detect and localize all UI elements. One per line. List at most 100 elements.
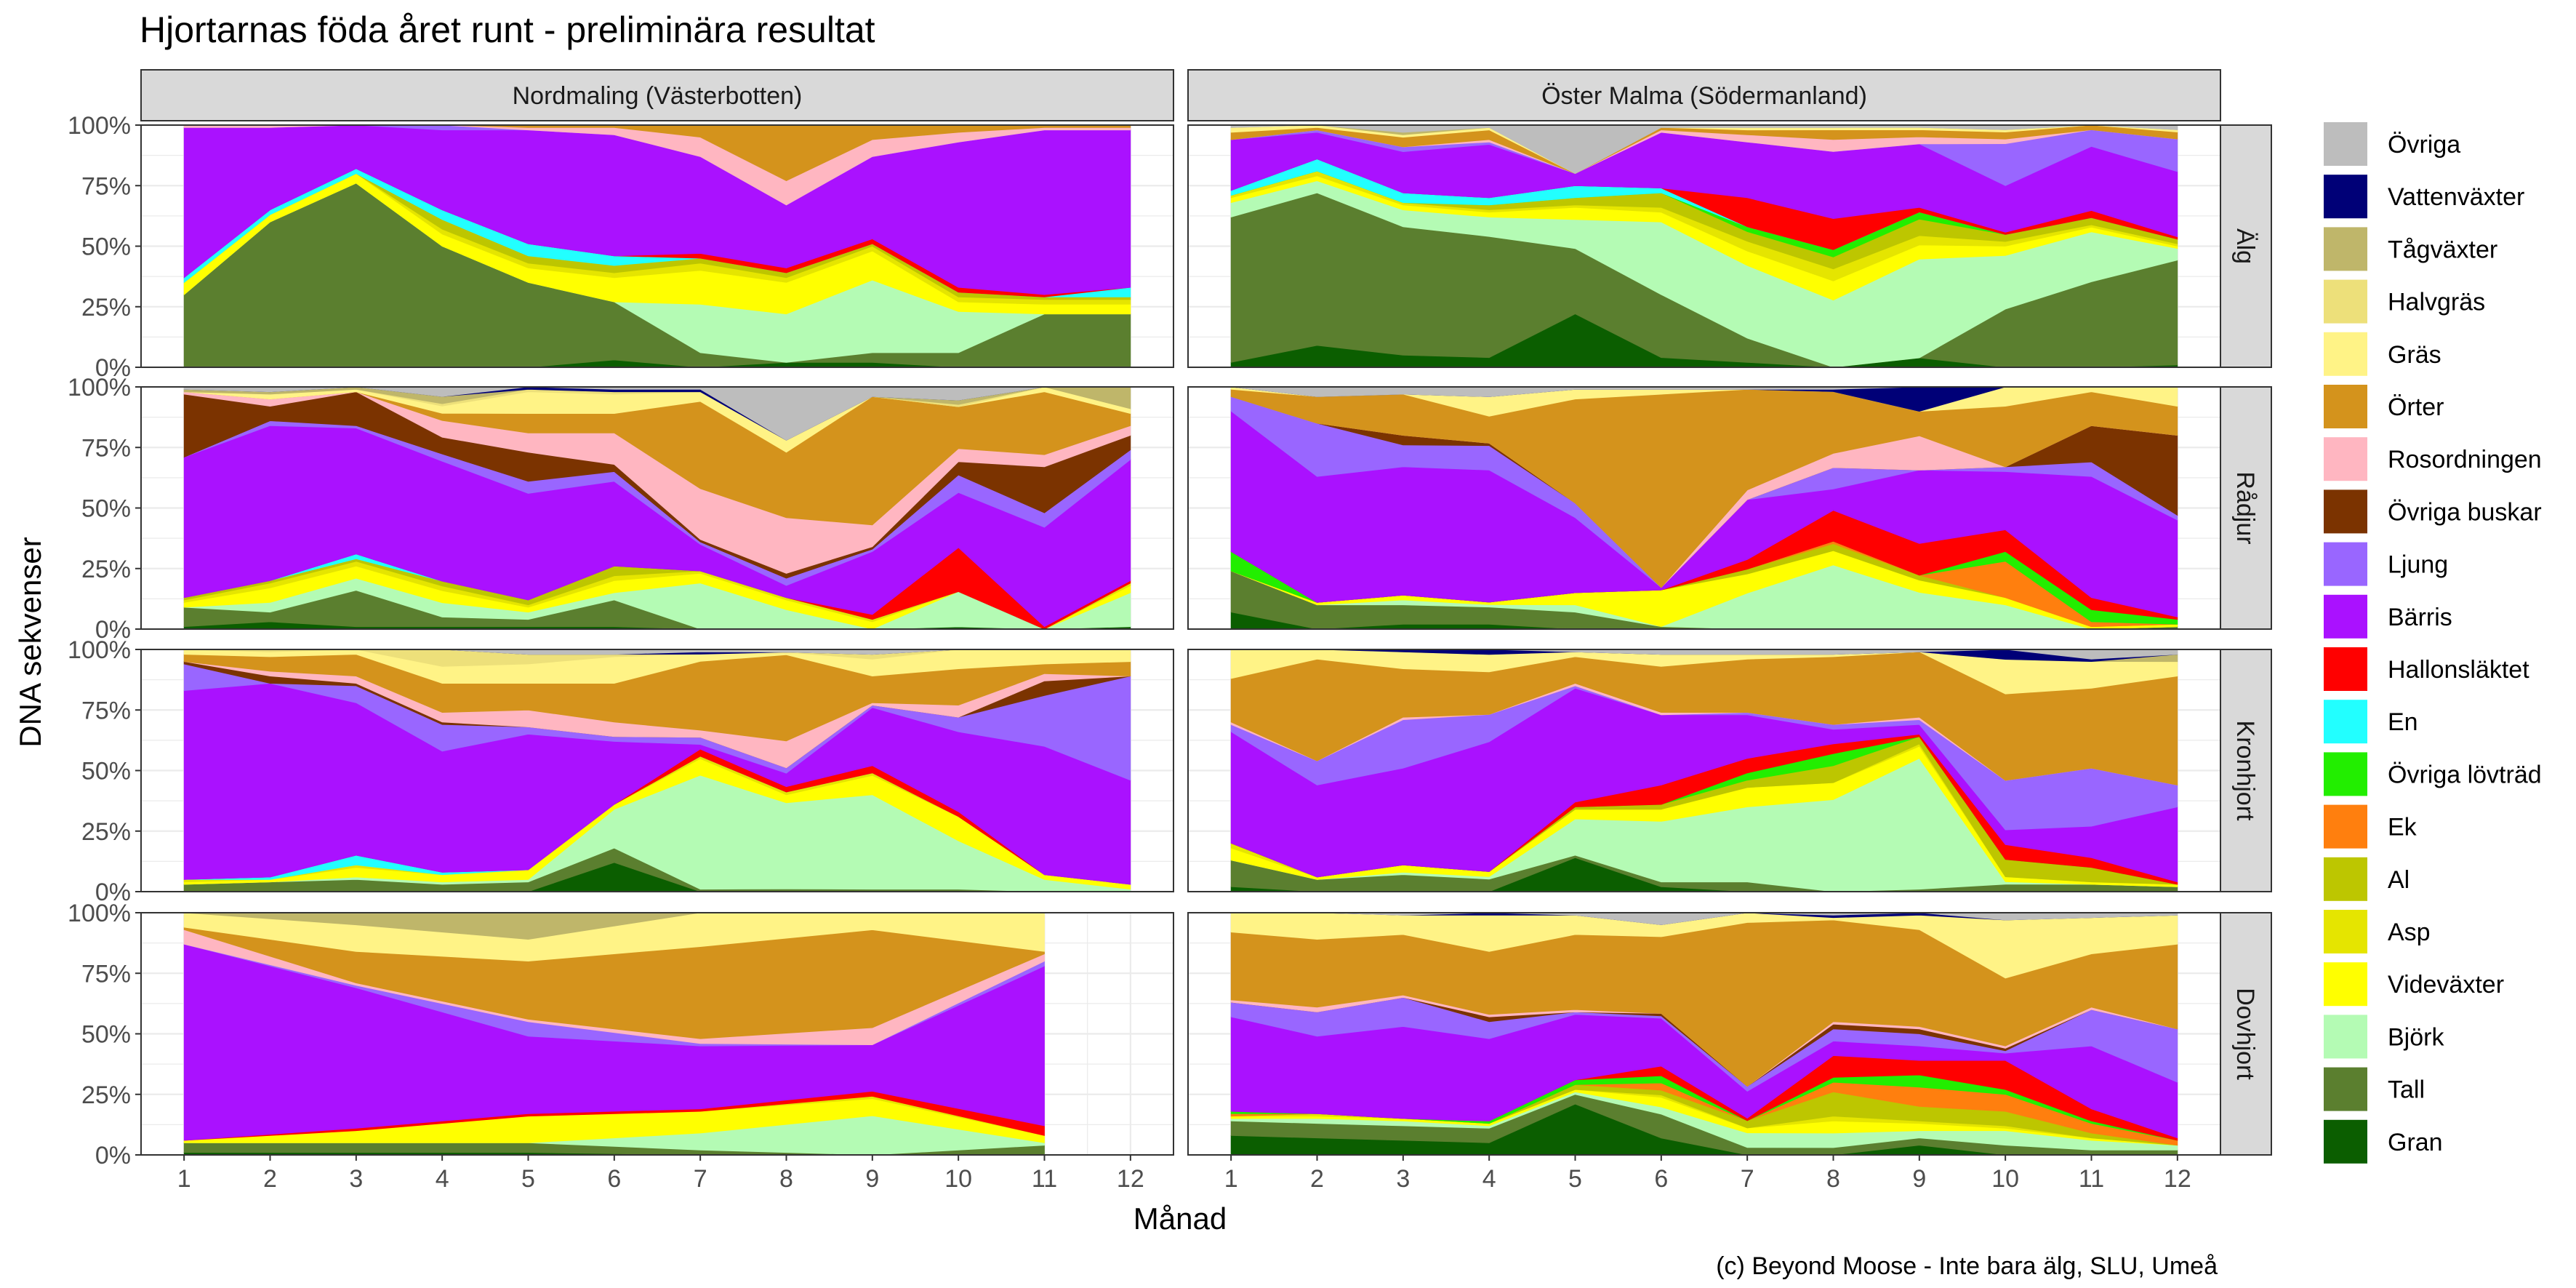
y-tick-label: 0% <box>95 354 131 382</box>
y-tick-label: 50% <box>81 1021 131 1049</box>
y-tick-label: 75% <box>81 960 131 988</box>
y-tick-label: 100% <box>68 636 131 664</box>
y-axis-label: DNA sekvenser <box>13 537 47 747</box>
x-tick-label: 8 <box>779 1165 793 1193</box>
legend-key-ek <box>2324 804 2367 849</box>
legend-key-videvaxter <box>2324 962 2367 1007</box>
row-strip-radjur <box>2220 386 2272 630</box>
legend-key-vattenvaxter <box>2324 175 2367 219</box>
legend-label-ljung: Ljung <box>2388 551 2448 579</box>
legend-label-ek: Ek <box>2388 814 2417 841</box>
x-tick-label: 9 <box>865 1165 879 1193</box>
x-tick-label: 4 <box>1482 1165 1496 1193</box>
y-tick-label: 25% <box>81 556 131 583</box>
y-tick-label: 100% <box>68 374 131 401</box>
x-tick-label: 8 <box>1826 1165 1840 1193</box>
legend-label-en: En <box>2388 708 2418 736</box>
legend-key-ljung <box>2324 542 2367 586</box>
x-tick-label: 7 <box>694 1165 707 1193</box>
legend-key-halvgras <box>2324 279 2367 324</box>
row-strip-label-radjur: Rådjur <box>2231 471 2259 544</box>
legend-key-tall <box>2324 1067 2367 1111</box>
y-tick-label: 50% <box>81 758 131 785</box>
row-strip-label-dovhjort: Dovhjort <box>2231 988 2259 1080</box>
x-tick-label: 3 <box>349 1165 363 1193</box>
legend-label-orter: Örter <box>2388 393 2444 421</box>
x-tick-label: 5 <box>1568 1165 1582 1193</box>
column-strip-label-oster-malma-sodermanland: Öster Malma (Södermanland) <box>1541 82 1867 110</box>
y-tick-label: 75% <box>81 697 131 724</box>
x-tick-label: 11 <box>1032 1165 1057 1193</box>
row-strip-label-kronhjort: Kronhjort <box>2231 721 2259 822</box>
legend-label-rosordningen: Rosordningen <box>2388 446 2542 473</box>
row-strip-dovhjort <box>2220 912 2272 1156</box>
legend-label-gran: Gran <box>2388 1129 2443 1156</box>
x-tick-label: 4 <box>436 1165 449 1193</box>
x-tick-label: 12 <box>1117 1165 1144 1193</box>
panel-oster-radjur <box>1187 385 2221 631</box>
legend-key-ovriga-buskar <box>2324 489 2367 534</box>
legend-key-tagvaxter <box>2324 227 2367 271</box>
row-strip-kronhjort <box>2220 649 2272 892</box>
legend-label-barris: Bärris <box>2388 604 2452 631</box>
y-tick-label: 100% <box>68 900 131 927</box>
panel-nordmaling-kronhjort: 0% 25% 50% 75% 100% <box>68 636 1174 906</box>
legend-label-halvgras: Halvgräs <box>2388 289 2485 316</box>
panel-oster-alg <box>1187 124 2221 369</box>
y-tick-label: 0% <box>95 616 131 644</box>
y-tick-label: 50% <box>81 233 131 261</box>
caption: (c) Beyond Moose - Inte bara älg, SLU, U… <box>1716 1252 2218 1280</box>
column-strip-label-nordmaling-vasterbotten: Nordmaling (Västerbotten) <box>513 82 803 110</box>
panel-border <box>1187 912 2221 1156</box>
x-tick-label: 6 <box>1654 1165 1668 1193</box>
panels-layer: Nordmaling (Västerbotten) Öster Malma (Sö… <box>68 69 2272 1193</box>
legend-label-ovriga: Övriga <box>2388 131 2460 159</box>
column-strip-oster-malma-sodermanland <box>1187 69 2221 121</box>
legend-key-orter <box>2324 385 2367 428</box>
legend-label-hallonslaktet: Hallonsläktet <box>2388 656 2529 684</box>
y-tick-label: 25% <box>81 294 131 321</box>
legend-key-en <box>2324 700 2367 744</box>
legend-key-hallonslaktet <box>2324 647 2367 691</box>
legend-key-al <box>2324 857 2367 901</box>
legend-label-al: Al <box>2388 866 2410 894</box>
legend: Övriga Vattenväxter Tågväxter Halvgräs Gräs Ö… <box>2324 122 2542 1164</box>
x-tick-label: 9 <box>1912 1165 1926 1193</box>
y-tick-label: 25% <box>81 1081 131 1109</box>
x-tick-label: 5 <box>521 1165 535 1193</box>
panel-nordmaling-alg: 0% 25% 50% 75% 100% <box>68 112 1174 382</box>
y-tick-label: 75% <box>81 434 131 462</box>
x-tick-label: 10 <box>944 1165 972 1193</box>
x-tick-label: 1 <box>1224 1165 1238 1193</box>
legend-key-gran <box>2324 1119 2367 1164</box>
legend-label-bjork: Björk <box>2388 1023 2444 1051</box>
legend-label-tall: Tall <box>2388 1076 2425 1104</box>
x-tick-label: 6 <box>607 1165 621 1193</box>
legend-key-ovriga <box>2324 122 2367 166</box>
y-tick-label: 0% <box>95 1142 131 1169</box>
legend-label-videvaxter: Videväxter <box>2388 971 2504 999</box>
legend-label-gras: Gräs <box>2388 341 2441 369</box>
legend-key-barris <box>2324 594 2367 639</box>
legend-key-ovriga-lovtrad <box>2324 752 2367 796</box>
panel-nordmaling-dovhjort: 0% 25% 50% 75% 100% <box>68 900 1174 1169</box>
x-tick-label: 12 <box>2164 1165 2191 1193</box>
y-tick-label: 50% <box>81 495 131 523</box>
row-strip-alg <box>2220 124 2272 368</box>
legend-label-ovriga-lovtrad: Övriga lövträd <box>2388 761 2542 788</box>
column-strip-nordmaling-vasterbotten <box>140 69 1174 121</box>
x-tick-label: 10 <box>1991 1165 2019 1193</box>
panel-oster-kronhjort <box>1187 648 2221 893</box>
x-axis-label: Månad <box>1133 1201 1227 1236</box>
x-tick-label: 1 <box>177 1165 191 1193</box>
legend-label-tagvaxter: Tågväxter <box>2388 236 2497 263</box>
chart-title: Hjortarnas föda året runt - preliminära … <box>140 9 875 50</box>
y-tick-label: 75% <box>81 172 131 200</box>
y-tick-label: 25% <box>81 818 131 846</box>
panel-border <box>1187 124 2221 368</box>
row-strip-label-alg: Älg <box>2231 228 2259 264</box>
panel-border <box>1187 386 2221 630</box>
panel-border <box>1187 649 2221 892</box>
x-tick-label: 3 <box>1396 1165 1410 1193</box>
